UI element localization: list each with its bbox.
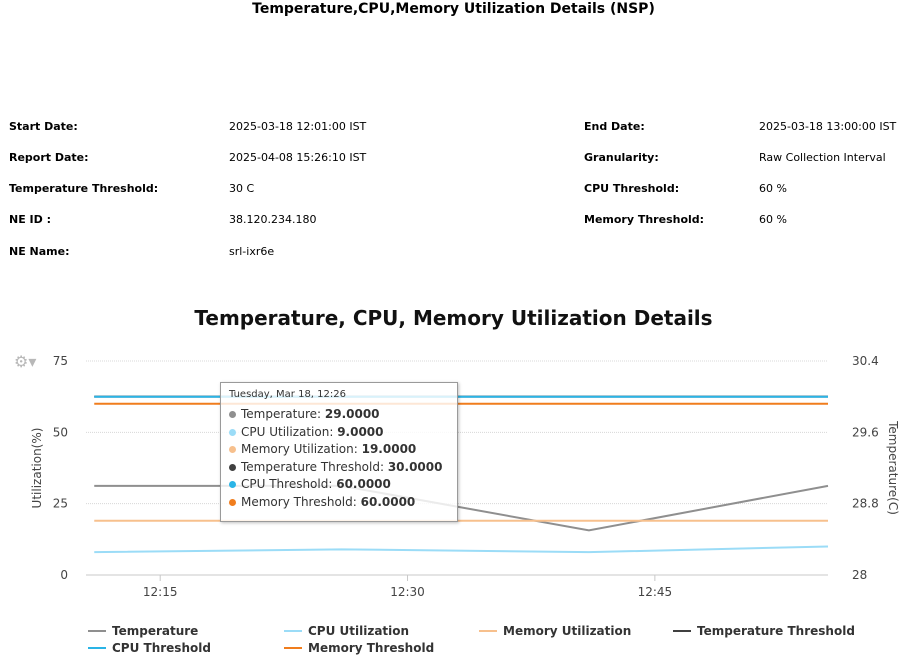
y2-tick-label: 28 (852, 568, 867, 582)
tooltip-label: CPU Threshold: (241, 477, 337, 491)
legend-swatch (88, 630, 106, 632)
tooltip-dot (229, 411, 236, 418)
tooltip-row: Memory Utilization: 19.0000 (229, 442, 416, 456)
tooltip-value: 9.0000 (337, 424, 384, 439)
tooltip-value: 29.0000 (324, 407, 380, 421)
tooltip-dot (229, 446, 236, 453)
info-value-right-1: Raw Collection Interval (759, 151, 886, 164)
tooltip-dot (229, 428, 236, 436)
chart-title: Temperature, CPU, Memory Utilization Det… (194, 306, 713, 330)
legend-label: Temperature Threshold (697, 624, 855, 638)
legend-label: CPU Utilization (308, 624, 410, 638)
info-value-left-4: srl-ixr6e (229, 245, 275, 258)
x-tick-label: 12:15 (143, 585, 178, 599)
legend-item-memory-threshold[interactable]: Memory Threshold (284, 641, 434, 655)
y-axis-title: Utilization(%) (30, 428, 44, 509)
info-value-right-2: 60 % (759, 182, 787, 195)
series-line-temperature (94, 484, 829, 532)
info-value-left-3: 38.120.234.180 (229, 213, 317, 226)
info-value-left-1: 2025-04-08 15:26:10 IST (229, 151, 367, 164)
y2-tick-label: 30.4 (852, 354, 879, 368)
info-value-left-0: 2025-03-18 12:01:00 IST (229, 120, 367, 133)
legend-swatch (673, 630, 691, 632)
tooltip-row: CPU Utilization: 9.0000 (229, 425, 384, 439)
tooltip-row: Temperature: 29.0000 (229, 407, 380, 421)
legend-swatch (284, 647, 302, 649)
info-label-left-2: Temperature Threshold: (9, 182, 159, 195)
info-value-left-2: 30 C (229, 182, 255, 195)
info-value-right-3: 60 % (759, 213, 787, 226)
info-label-right-0: End Date: (584, 120, 645, 133)
tooltip-value: 60.0000 (336, 477, 391, 491)
info-label-left-3: NE ID : (9, 213, 52, 226)
legend-item-temperature[interactable]: Temperature (88, 624, 198, 638)
tooltip-row: Temperature Threshold: 30.0000 (229, 460, 442, 474)
info-value-right-0: 2025-03-18 13:00:00 IST (759, 120, 897, 133)
y-tick-label: 0 (60, 568, 68, 582)
tooltip-label: Memory Utilization: (241, 442, 362, 456)
report-title: Temperature,CPU,Memory Utilization Detai… (252, 1, 655, 17)
info-label-left-0: Start Date: (9, 120, 78, 133)
legend-swatch (479, 630, 497, 632)
tooltip-value: 30.0000 (387, 459, 443, 474)
legend-item-cpu-threshold[interactable]: CPU Threshold (88, 641, 211, 655)
tooltip-value: 19.0000 (361, 442, 417, 456)
legend-swatch (88, 647, 106, 649)
tooltip-dot (229, 481, 236, 488)
tooltip-label: Memory Threshold: (241, 494, 361, 509)
y2-axis-title: Temperature(C) (886, 420, 900, 515)
legend-item-temperature-threshold[interactable]: Temperature Threshold (673, 624, 855, 638)
tooltip-value: 60.0000 (360, 494, 416, 509)
legend-label: Memory Threshold (308, 641, 435, 655)
legend-swatch (284, 630, 302, 632)
x-tick-label: 12:45 (638, 585, 673, 599)
info-label-left-1: Report Date: (9, 151, 89, 164)
chart-tooltip: Tuesday, Mar 18, 12:26 Temperature: 29.0… (220, 382, 458, 522)
tooltip-label: CPU Utilization: (241, 424, 338, 439)
y2-tick-label: 29.6 (852, 425, 879, 439)
tooltip-label: Temperature Threshold: (241, 459, 388, 474)
tooltip-label: Temperature: (241, 407, 325, 421)
series-line-cpu-utilization (94, 545, 829, 554)
legend-item-cpu-utilization[interactable]: CPU Utilization (284, 624, 409, 638)
tooltip-dot (229, 498, 236, 506)
info-label-left-4: NE Name: (9, 245, 70, 258)
gear-icon[interactable]: ⚙▾ (14, 352, 37, 371)
legend-label: Memory Utilization (503, 624, 632, 638)
info-label-right-3: Memory Threshold: (584, 213, 705, 226)
legend-item-memory-utilization[interactable]: Memory Utilization (479, 624, 631, 638)
y2-tick-label: 28.8 (852, 497, 879, 511)
legend-label: Temperature (112, 624, 199, 638)
tooltip-dot (229, 463, 236, 471)
x-tick-label: 12:30 (390, 585, 425, 599)
tooltip-date: Tuesday, Mar 18, 12:26 (229, 389, 346, 400)
info-label-right-2: CPU Threshold: (584, 182, 680, 195)
y-tick-label: 50 (53, 425, 68, 439)
info-label-right-1: Granularity: (584, 151, 659, 164)
tooltip-row: CPU Threshold: 60.0000 (229, 477, 391, 491)
tooltip-row: Memory Threshold: 60.0000 (229, 495, 415, 509)
legend-label: CPU Threshold (112, 641, 211, 655)
y-tick-label: 25 (53, 497, 68, 511)
y-tick-label: 75 (53, 354, 68, 368)
